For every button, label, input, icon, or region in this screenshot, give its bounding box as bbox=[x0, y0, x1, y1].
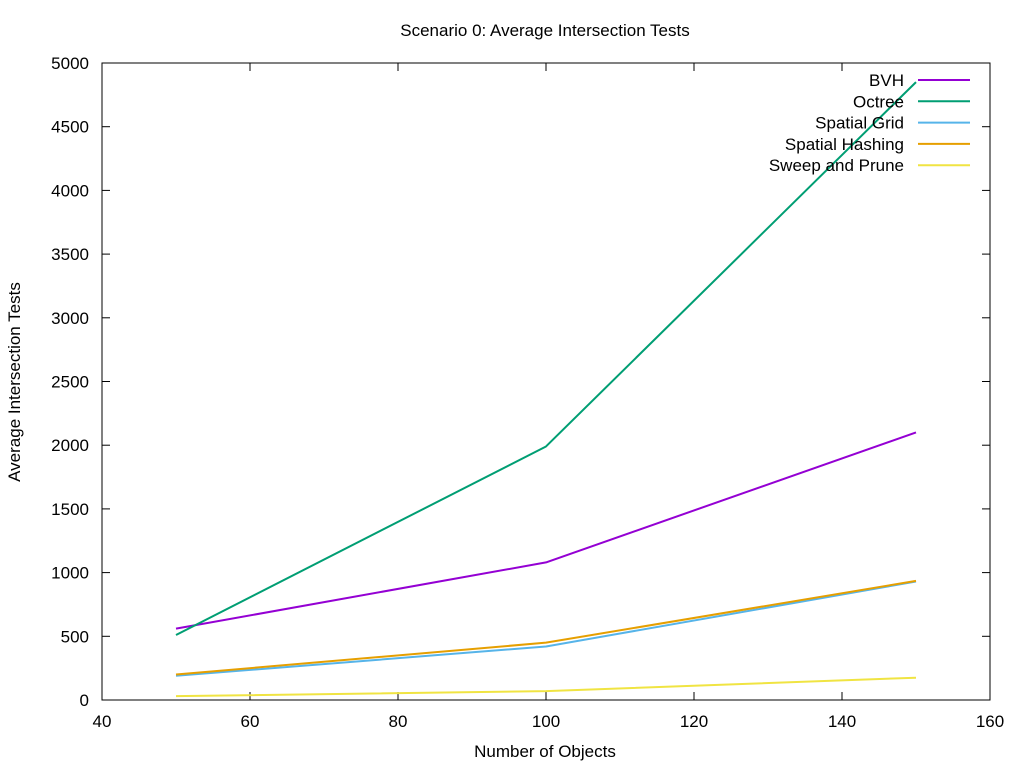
y-tick-label: 5000 bbox=[51, 54, 89, 73]
series-line-sweep-and-prune bbox=[175, 676, 917, 698]
x-tick-label: 140 bbox=[828, 712, 856, 731]
legend-label: Spatial Hashing bbox=[785, 135, 904, 154]
legend-label: Sweep and Prune bbox=[769, 156, 904, 175]
chart-title: Scenario 0: Average Intersection Tests bbox=[400, 21, 690, 40]
series-line-spatial-grid bbox=[175, 580, 917, 677]
legend: BVH Octree Spatial Grid Spatial Hashing Swee… bbox=[769, 71, 970, 175]
y-tick-label: 2000 bbox=[51, 436, 89, 455]
series-line-bvh bbox=[175, 431, 917, 630]
series-line-spatial-hashing bbox=[175, 579, 917, 676]
x-tick-label: 100 bbox=[532, 712, 560, 731]
series-line-octree bbox=[175, 81, 917, 636]
y-tick-label: 4500 bbox=[51, 118, 89, 137]
x-axis-label: Number of Objects bbox=[474, 742, 616, 761]
y-tick-label: 3000 bbox=[51, 309, 89, 328]
plot-frame bbox=[101, 62, 991, 701]
x-tick-label: 160 bbox=[976, 712, 1004, 731]
y-tick-label: 4000 bbox=[51, 181, 89, 200]
y-axis-label: Average Intersection Tests bbox=[5, 282, 24, 482]
y-tick-label: 1500 bbox=[51, 500, 89, 519]
x-tick-label: 60 bbox=[241, 712, 260, 731]
y-tick-label: 3500 bbox=[51, 245, 89, 264]
y-tick-label: 1000 bbox=[51, 564, 89, 583]
x-tick-label: 80 bbox=[389, 712, 408, 731]
legend-label: Octree bbox=[853, 92, 904, 111]
y-axis-ticks: 0 500 1000 1500 2000 2500 3000 3500 4000 4500 5000 bbox=[51, 54, 990, 710]
x-tick-label: 40 bbox=[93, 712, 112, 731]
y-tick-label: 2500 bbox=[51, 373, 89, 392]
y-tick-label: 500 bbox=[61, 627, 89, 646]
legend-label: Spatial Grid bbox=[815, 114, 904, 133]
y-tick-label: 0 bbox=[80, 691, 89, 710]
legend-label: BVH bbox=[869, 71, 904, 90]
x-tick-label: 120 bbox=[680, 712, 708, 731]
series-lines bbox=[175, 81, 917, 698]
